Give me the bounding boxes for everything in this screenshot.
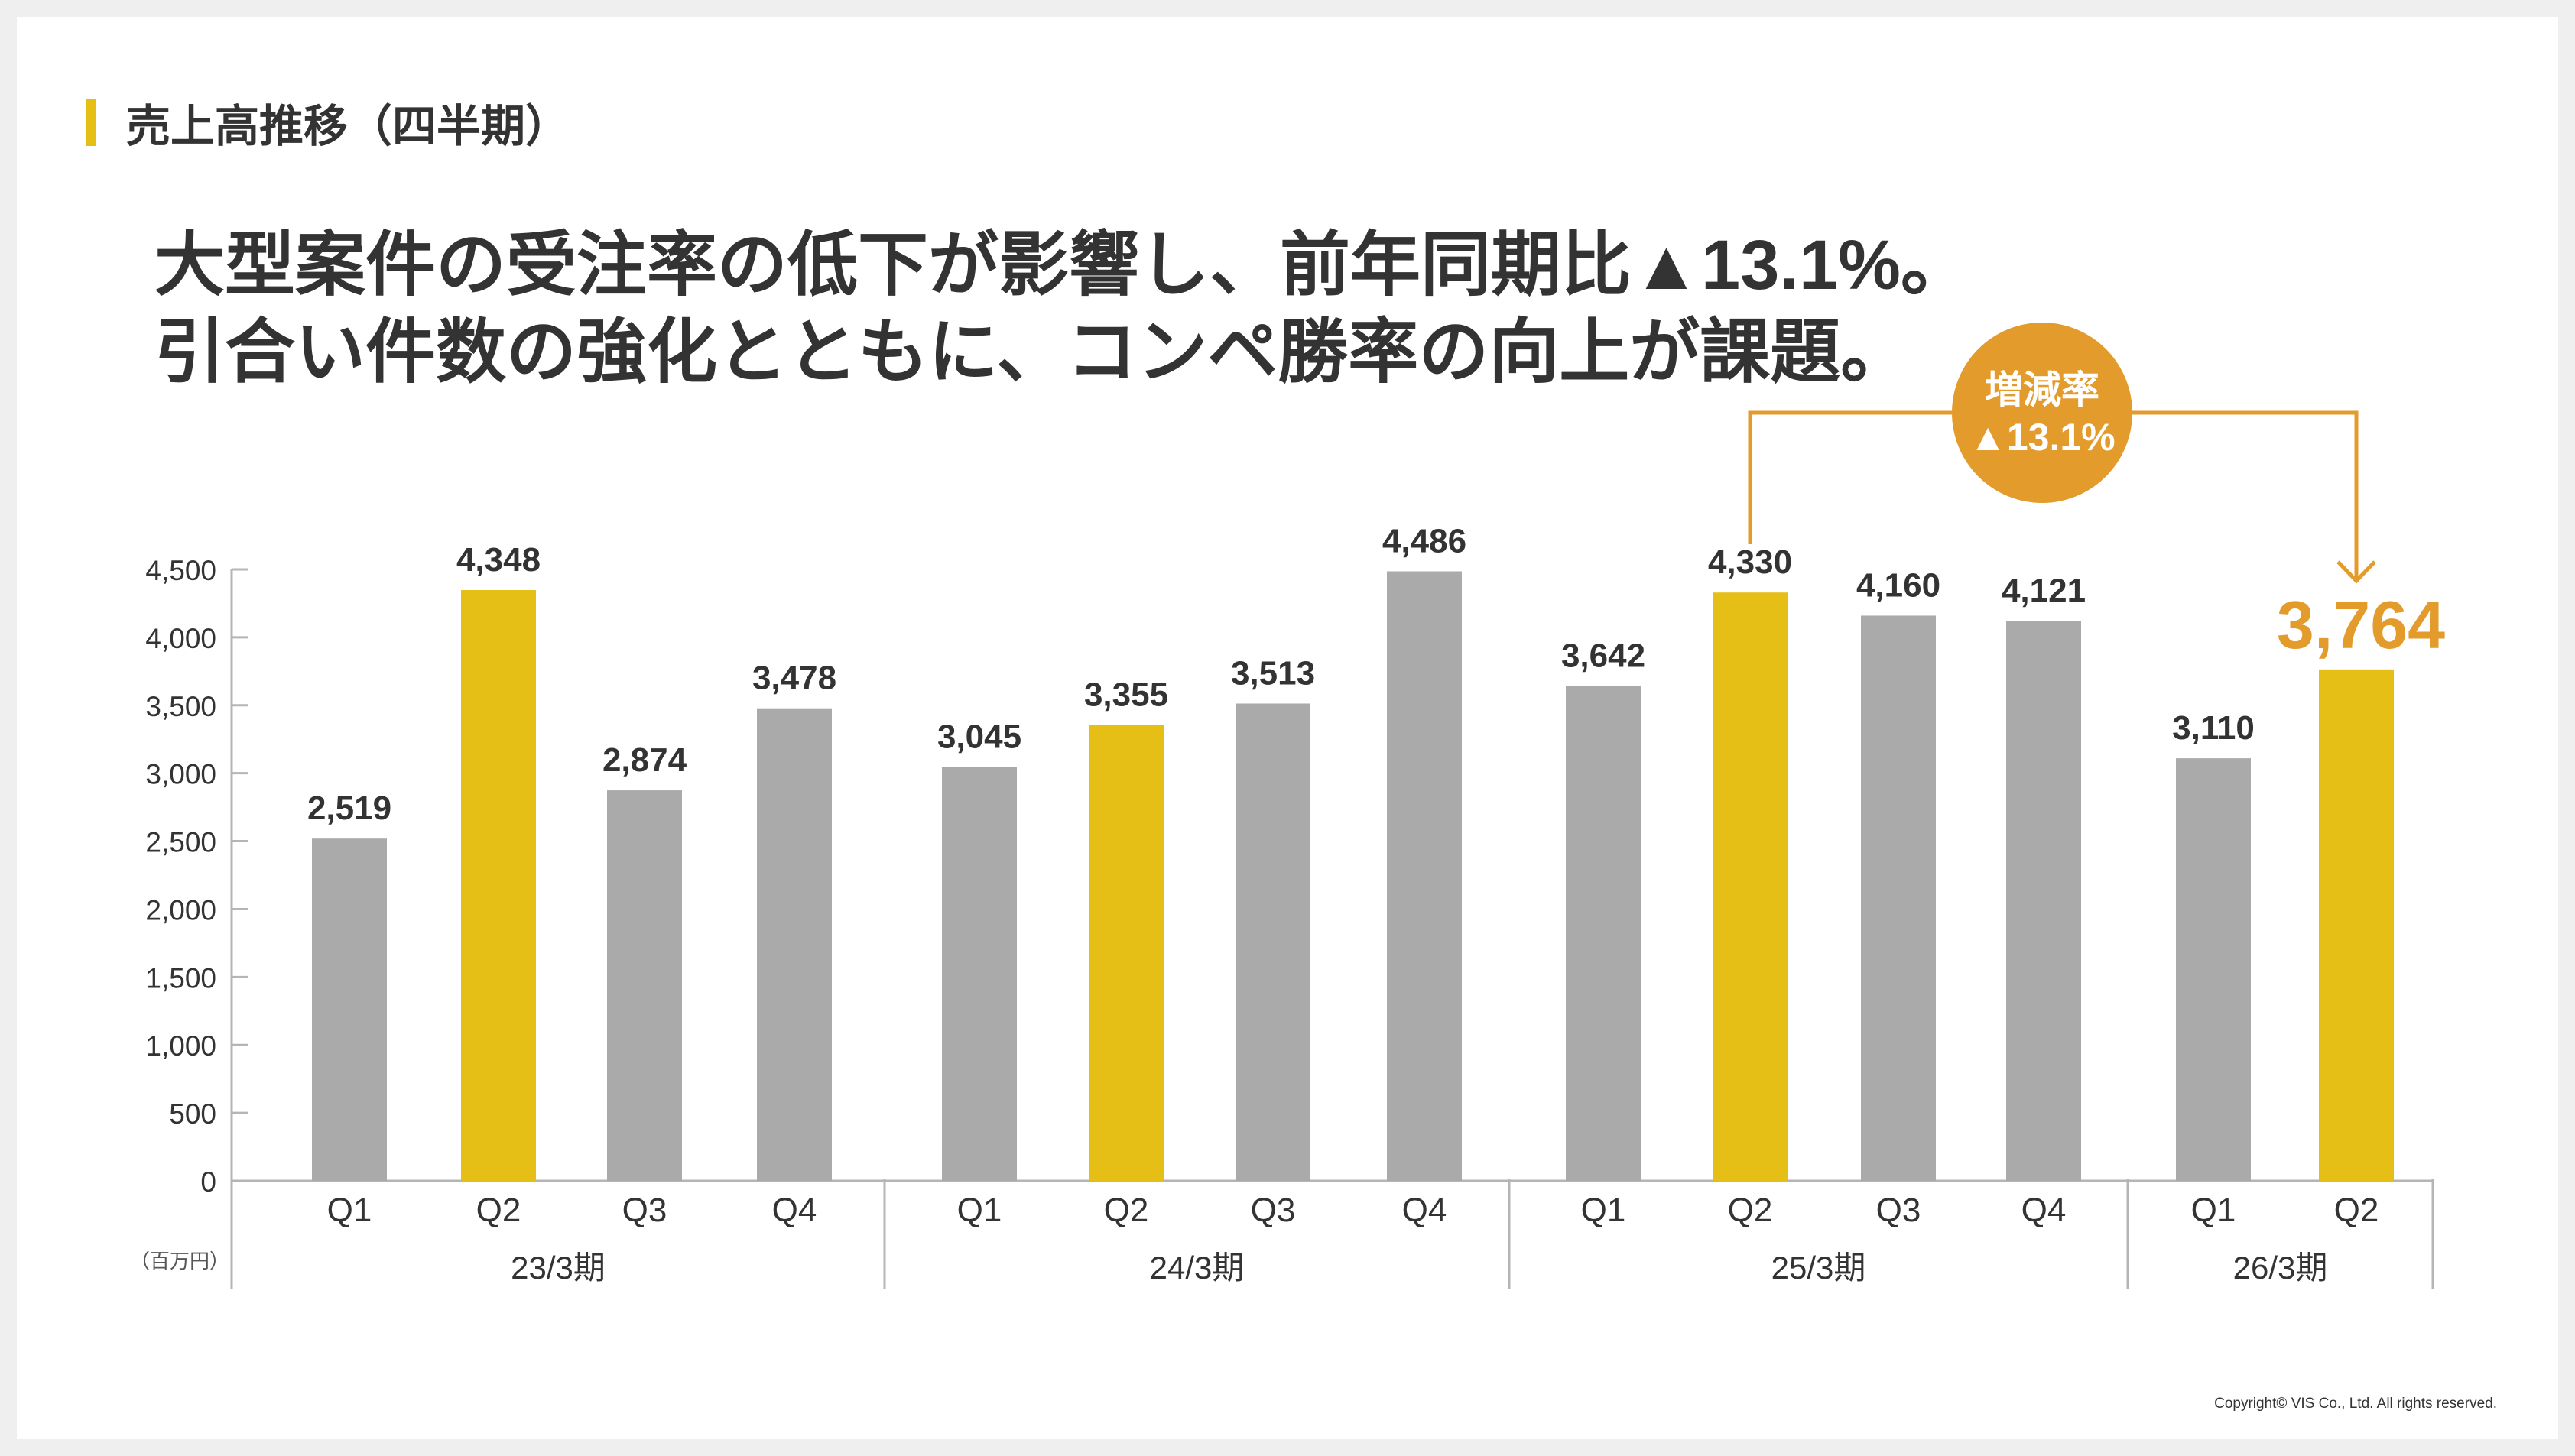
x-group-label: 26/3期 — [2233, 1250, 2328, 1286]
annotation-title: 増減率 — [1985, 368, 2099, 411]
bar-value-label: 4,486 — [1382, 522, 1466, 559]
y-tick-label: 3,000 — [145, 759, 216, 790]
y-tick-label: 4,000 — [145, 623, 216, 654]
bar-23/3期-Q3 — [607, 790, 682, 1181]
headline: 大型案件の受注率の低下が影響し、前年同期比▲13.1%。 引合い件数の強化ととも… — [154, 222, 1971, 396]
headline-line-2: 引合い件数の強化とともに、コンペ勝率の向上が課題。 — [154, 313, 1911, 391]
annotation-bracket-right — [2132, 410, 2359, 579]
bar-24/3期-Q3 — [1236, 703, 1310, 1181]
x-tick-label-quarter: Q4 — [2021, 1192, 2067, 1229]
x-tick-label-quarter: Q2 — [1728, 1192, 1773, 1229]
bar-24/3期-Q1 — [942, 767, 1017, 1181]
x-tick-label-quarter: Q3 — [1876, 1192, 1921, 1229]
x-tick-label-quarter: Q1 — [957, 1192, 1002, 1229]
slide: 売上高推移（四半期） 大型案件の受注率の低下が影響し、前年同期比▲13.1%。 … — [17, 17, 2558, 1439]
x-tick-label-quarter: Q2 — [1104, 1192, 1149, 1229]
bar-value-label: 4,121 — [2002, 572, 2086, 609]
y-tick-label: 2,500 — [145, 827, 216, 858]
x-tick-label-quarter: Q2 — [476, 1192, 521, 1229]
y-tick-label: 0 — [200, 1166, 216, 1198]
x-group-label: 23/3期 — [511, 1250, 606, 1286]
y-tick-label: 1,500 — [145, 962, 216, 994]
y-tick-label: 2,000 — [145, 894, 216, 926]
x-tick-label-quarter: Q2 — [2334, 1192, 2379, 1229]
headline-line-1: 大型案件の受注率の低下が影響し、前年同期比▲13.1%。 — [154, 226, 1971, 304]
annotation-value: ▲13.1% — [1969, 416, 2115, 459]
x-tick-label-quarter: Q1 — [2191, 1192, 2236, 1229]
section-title-accent-bar — [86, 99, 96, 146]
bar-value-label: 3,478 — [752, 660, 836, 697]
bar-26/3期-Q2 — [2319, 669, 2394, 1181]
bar-value-label: 3,642 — [1561, 637, 1645, 675]
x-tick-label-quarter: Q3 — [622, 1192, 667, 1229]
bar-25/3期-Q3 — [1861, 615, 1936, 1181]
bar-25/3期-Q4 — [2006, 621, 2081, 1181]
bar-value-label: 3,045 — [937, 718, 1021, 756]
x-tick-label-quarter: Q3 — [1251, 1192, 1296, 1229]
bar-value-label: 4,348 — [456, 541, 541, 579]
bar-24/3期-Q4 — [1387, 571, 1462, 1181]
x-tick-label-quarter: Q1 — [327, 1192, 372, 1229]
y-tick-label: 500 — [169, 1098, 216, 1130]
x-group-label: 24/3期 — [1150, 1250, 1245, 1286]
copyright: Copyright© VIS Co., Ltd. All rights rese… — [2214, 1396, 2497, 1412]
bar-value-label-emphasis: 3,764 — [2277, 587, 2445, 663]
x-tick-label-quarter: Q1 — [1581, 1192, 1626, 1229]
bar-value-label: 2,519 — [307, 790, 391, 827]
bar-23/3期-Q4 — [757, 708, 832, 1181]
section-title: 売上高推移（四半期） — [86, 95, 570, 151]
x-group-label: 25/3期 — [1771, 1250, 1866, 1286]
y-tick-label: 1,000 — [145, 1030, 216, 1062]
annotation-bracket-left — [1748, 410, 1952, 544]
bar-value-label: 2,874 — [602, 741, 687, 779]
bar-26/3期-Q1 — [2176, 758, 2251, 1181]
annotation-arrow-icon — [2336, 560, 2376, 584]
y-tick-label: 3,500 — [145, 691, 216, 722]
bar-value-label: 4,330 — [1708, 543, 1792, 581]
bar-23/3期-Q1 — [312, 838, 387, 1181]
bar-25/3期-Q2 — [1713, 592, 1788, 1181]
unit-label: （百万円） — [130, 1250, 229, 1273]
bar-value-label: 3,513 — [1231, 654, 1315, 692]
bar-value-label: 3,355 — [1084, 676, 1168, 714]
x-tick-label-quarter: Q4 — [772, 1192, 817, 1229]
section-title-text: 売上高推移（四半期） — [126, 102, 570, 151]
bar-24/3期-Q2 — [1089, 725, 1164, 1181]
y-tick-label: 4,500 — [145, 555, 216, 586]
bar-value-label: 3,110 — [2172, 709, 2255, 747]
x-tick-label-quarter: Q4 — [1402, 1192, 1447, 1229]
bar-25/3期-Q1 — [1566, 686, 1641, 1181]
bar-value-label: 4,160 — [1856, 566, 1940, 604]
annotation-circle — [1952, 323, 2132, 503]
bar-23/3期-Q2 — [461, 590, 536, 1181]
